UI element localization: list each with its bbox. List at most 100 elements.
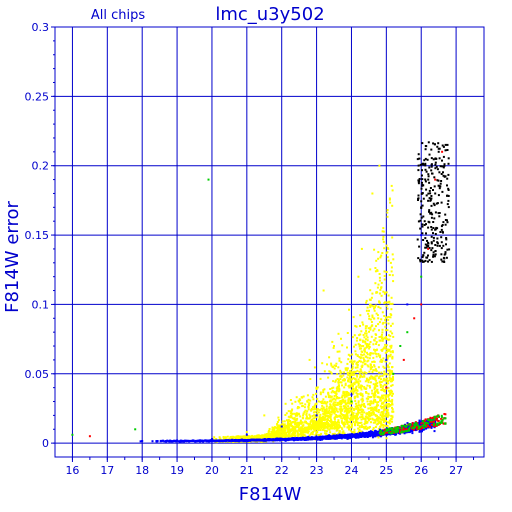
yellow-point	[339, 375, 342, 378]
yellow-point	[372, 418, 375, 421]
blue-point	[426, 420, 429, 423]
yellow-point	[380, 358, 383, 361]
yellow-point	[327, 419, 330, 422]
yellow-point	[334, 401, 337, 404]
yellow-point	[380, 407, 383, 410]
yellow-point	[344, 393, 347, 396]
yellow-point	[383, 302, 386, 305]
yellow-point	[389, 353, 392, 356]
yellow-point	[340, 381, 343, 384]
blue-point	[368, 431, 371, 433]
yellow-point	[390, 417, 393, 420]
yellow-point	[372, 343, 375, 346]
yellow-point	[381, 359, 384, 362]
yellow-point	[316, 425, 319, 428]
yellow-point	[335, 362, 338, 365]
yellow-point	[325, 408, 328, 411]
yellow-point	[275, 426, 277, 429]
yellow-point	[313, 422, 316, 425]
yellow-point	[302, 395, 305, 398]
blue-point	[186, 440, 189, 442]
yellow-point	[327, 416, 330, 419]
blue-point	[366, 432, 369, 435]
yellow-point	[390, 414, 393, 417]
yellow-point	[354, 325, 357, 327]
yellow-point	[222, 436, 225, 438]
yellow-point	[289, 410, 292, 413]
yellow-point	[300, 431, 303, 434]
yellow-point	[356, 414, 359, 417]
yellow-point	[320, 422, 323, 425]
yellow-point	[302, 431, 305, 434]
yellow-point	[372, 421, 375, 424]
yellow-point	[340, 361, 343, 364]
yellow-point	[339, 369, 342, 372]
yellow-point	[363, 405, 366, 408]
yellow-point	[382, 238, 385, 241]
yellow-point	[388, 371, 391, 374]
yellow-point	[376, 286, 379, 289]
yellow-point	[324, 415, 327, 418]
yellow-point	[286, 426, 289, 429]
yellow-point	[313, 414, 316, 417]
yellow-point	[375, 352, 378, 355]
yellow-point	[359, 376, 361, 379]
yellow-point	[339, 411, 342, 414]
yellow-point	[388, 399, 391, 402]
yellow-point	[347, 394, 350, 396]
yellow-point	[389, 261, 392, 264]
yellow-point	[348, 397, 351, 400]
yellow-point	[307, 405, 310, 408]
yellow-point	[378, 416, 381, 419]
yellow-point	[353, 373, 356, 376]
yellow-point	[354, 400, 357, 402]
yellow-point	[385, 336, 388, 338]
yellow-point	[337, 397, 340, 400]
yellow-point	[354, 353, 357, 356]
yellow-point	[380, 335, 383, 338]
yellow-point	[374, 333, 377, 336]
blue-point	[353, 433, 356, 436]
yellow-point	[351, 336, 354, 339]
yellow-point	[356, 375, 359, 378]
yellow-point	[306, 400, 309, 403]
yellow-point	[335, 397, 338, 400]
yellow-point	[365, 309, 368, 312]
yellow-point	[385, 396, 387, 399]
yellow-point	[326, 421, 329, 424]
yellow-point	[368, 412, 371, 415]
yellow-point	[310, 428, 313, 431]
yellow-point	[368, 317, 371, 320]
yellow-point	[386, 373, 389, 376]
yellow-point	[267, 431, 270, 434]
yellow-point	[361, 361, 364, 364]
yellow-point	[388, 198, 391, 201]
yellow-point	[308, 434, 311, 437]
blue-point	[369, 432, 372, 435]
yellow-point	[345, 409, 348, 412]
yellow-point	[349, 370, 351, 373]
yellow-point	[374, 375, 377, 378]
yellow-point	[383, 424, 386, 427]
yellow-point	[325, 418, 328, 421]
yellow-point	[329, 431, 332, 434]
blue-point	[232, 439, 235, 442]
yellow-point	[368, 396, 371, 399]
yellow-point	[222, 437, 225, 440]
yellow-point	[289, 399, 292, 401]
yellow-point	[388, 355, 391, 358]
yellow-point	[322, 391, 325, 394]
yellow-point	[291, 412, 294, 415]
yellow-point	[313, 419, 316, 422]
yellow-point	[344, 399, 347, 402]
yellow-point	[385, 383, 388, 386]
yellow-point	[367, 407, 370, 410]
yellow-point	[353, 397, 356, 400]
yellow-point	[366, 400, 369, 403]
yellow-point	[266, 435, 269, 438]
yellow-point	[340, 401, 343, 404]
yellow-point	[280, 423, 283, 426]
yellow-point	[334, 415, 337, 418]
yellow-point	[373, 406, 376, 409]
yellow-point	[292, 425, 295, 428]
